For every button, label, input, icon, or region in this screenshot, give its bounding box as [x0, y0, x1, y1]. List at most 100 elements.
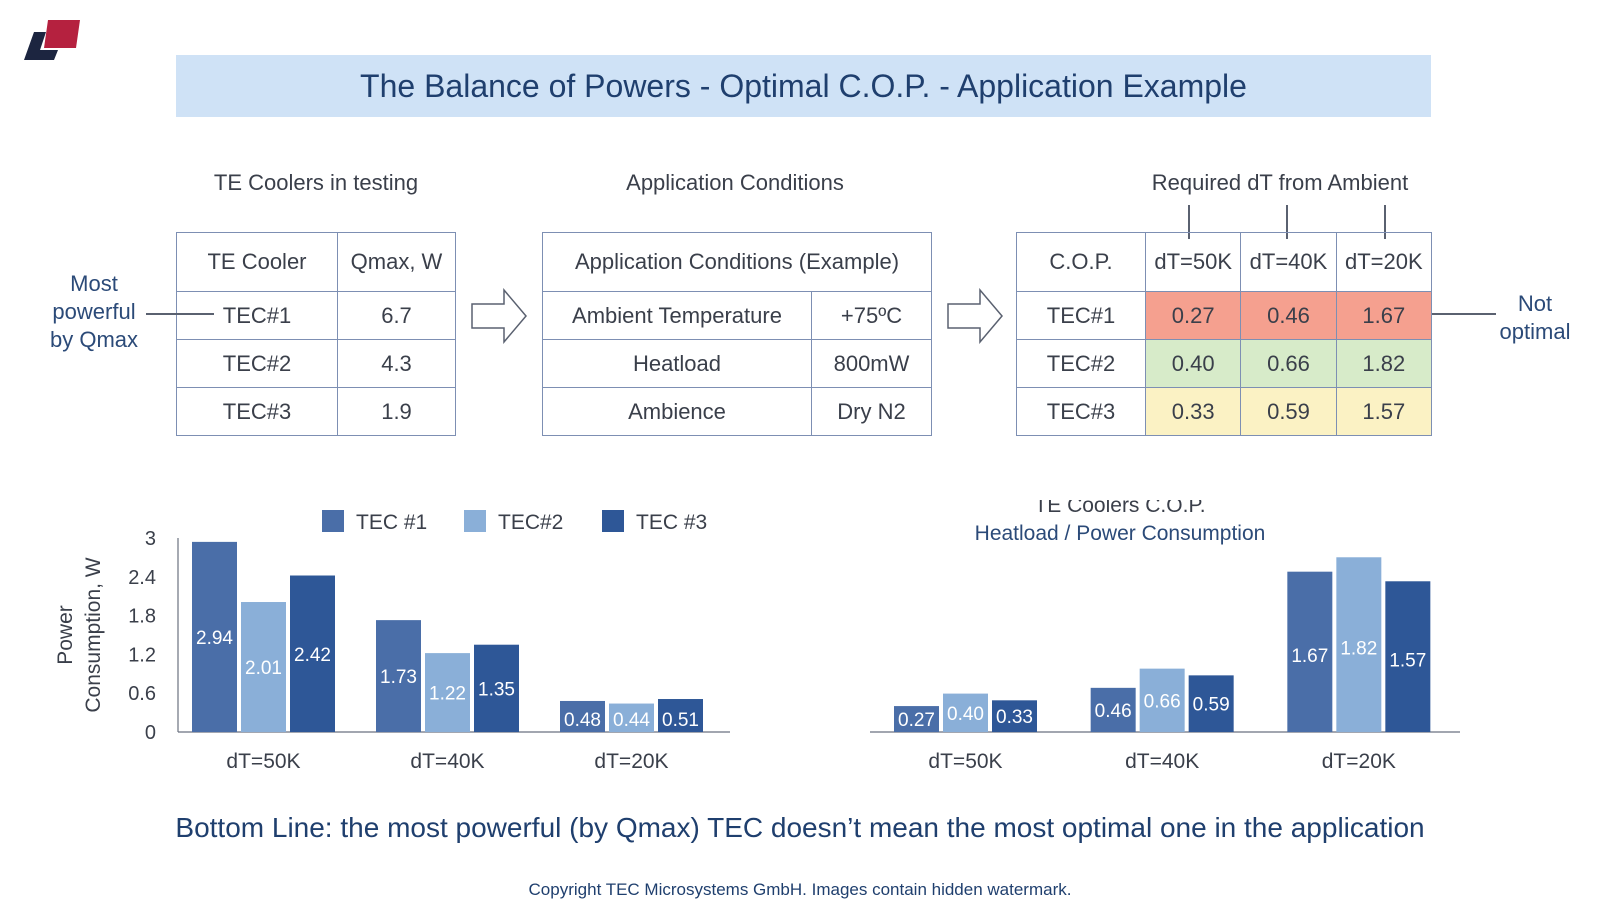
bar-value-label: 1.22	[429, 684, 466, 705]
bar	[1188, 675, 1234, 732]
bar-value-label: 2.01	[245, 658, 282, 679]
bar-value-label: 1.35	[478, 679, 515, 700]
most-powerful-note: Most powerful by Qmax	[49, 271, 139, 352]
copyright-text: Copyright TEC Microsystems GmbH. Images …	[528, 880, 1072, 899]
bar	[1287, 571, 1333, 732]
y-tick-label: 0	[145, 722, 156, 744]
page-title: The Balance of Powers - Optimal C.O.P. -…	[176, 55, 1431, 117]
bar	[894, 706, 939, 732]
coolers-header-qmax: Qmax, W	[337, 232, 456, 292]
bar	[658, 699, 703, 732]
power-consumption-chart: 0 0.6 1.2 1.8 2.4 3 Power Consumption, W 2.94 2.0…	[54, 510, 730, 773]
bar-value-label: 0.51	[662, 710, 699, 731]
bar-value-label: 0.48	[564, 710, 601, 731]
chart-title: TE Coolers C.O.P.	[1034, 500, 1205, 517]
bar	[376, 620, 421, 732]
bar-value-label: 0.33	[996, 707, 1033, 728]
legend-label: TEC #1	[356, 511, 427, 534]
bar	[992, 700, 1037, 732]
bottom-line-text: Bottom Line: the most powerful (by Qmax)…	[175, 812, 1425, 843]
conditions-cell: Dry N2	[811, 387, 932, 436]
cop-cell: 0.66	[1240, 339, 1337, 388]
bar-value-label: 1.57	[1389, 651, 1426, 672]
bar-value-label: 0.59	[1193, 695, 1230, 716]
conditions-cell: Ambient Temperature	[542, 291, 812, 340]
coolers-header-name: TE Cooler	[176, 232, 338, 292]
conditions-header: Application Conditions (Example)	[542, 232, 932, 292]
y-tick-label: 1.8	[128, 606, 156, 628]
y-axis-label: Power	[54, 605, 77, 665]
coolers-cell: TEC#2	[176, 339, 338, 388]
cop-section-label: Required dT from Ambient	[1151, 170, 1409, 195]
bar-value-label: 0.40	[947, 704, 984, 725]
legend-swatch	[322, 510, 344, 532]
bar	[241, 602, 286, 732]
legend-swatch	[602, 510, 624, 532]
conditions-cell: +75ºC	[811, 291, 932, 340]
x-tick-label: dT=40K	[1125, 750, 1199, 773]
cop-cell: 1.82	[1335, 339, 1433, 388]
bar-value-label: 2.42	[294, 645, 331, 666]
cop-row-label: TEC#1	[1016, 291, 1146, 340]
not-optimal-note: Not optimal	[1499, 291, 1571, 344]
legend-label: TEC #3	[636, 511, 707, 534]
bar-value-label: 2.94	[196, 628, 233, 649]
bar-value-label: 0.44	[613, 710, 650, 731]
y-axis-label: Consumption, W	[82, 557, 105, 712]
bar-value-label: 0.27	[898, 710, 935, 731]
coolers-table: TE Cooler Qmax, W TEC#1 6.7 TEC#2 4.3 TE…	[176, 232, 456, 436]
cop-header: dT=50K	[1144, 232, 1242, 292]
arrow-right-icon	[471, 288, 527, 344]
cop-cell: 0.27	[1144, 291, 1242, 340]
conditions-cell: Ambience	[542, 387, 812, 436]
cop-cell: 0.59	[1240, 387, 1337, 436]
bar	[192, 541, 237, 732]
chart-subtitle: Heatload / Power Consumption	[975, 522, 1266, 545]
company-logo	[24, 20, 80, 60]
cop-header: C.O.P.	[1016, 232, 1146, 292]
cop-cell: 0.46	[1240, 291, 1337, 340]
cop-cell: 0.40	[1144, 339, 1242, 388]
y-tick-label: 0.6	[128, 683, 156, 705]
cop-cell: 1.57	[1335, 387, 1433, 436]
cop-row-label: TEC#2	[1016, 339, 1146, 388]
bar-value-label: 0.46	[1095, 701, 1132, 722]
conditions-cell: Heatload	[542, 339, 812, 388]
cop-cell: 0.33	[1144, 387, 1242, 436]
bar-value-label: 1.82	[1340, 639, 1377, 660]
coolers-cell: 1.9	[337, 387, 456, 436]
bar	[943, 693, 988, 732]
bar	[474, 644, 519, 732]
cop-chart: TE Coolers C.O.P. Heatload / Power Consum…	[870, 500, 1460, 773]
x-tick-label: dT=40K	[410, 750, 484, 773]
x-tick-label: dT=50K	[928, 750, 1002, 773]
legend-swatch	[464, 510, 486, 532]
coolers-cell: 6.7	[337, 291, 456, 340]
x-tick-label: dT=50K	[226, 750, 300, 773]
cop-header: dT=20K	[1335, 232, 1433, 292]
conditions-section-label: Application Conditions	[626, 170, 844, 195]
cop-row-label: TEC#3	[1016, 387, 1146, 436]
y-tick-label: 1.2	[128, 644, 156, 666]
y-tick-label: 2.4	[128, 567, 156, 589]
cop-cell: 1.67	[1335, 291, 1433, 340]
bar-value-label: 0.66	[1144, 691, 1181, 712]
bar	[290, 575, 335, 732]
x-tick-label: dT=20K	[594, 750, 668, 773]
x-tick-label: dT=20K	[1322, 750, 1396, 773]
arrow-right-icon	[947, 288, 1003, 344]
conditions-cell: 800mW	[811, 339, 932, 388]
cop-table: C.O.P. dT=50K dT=40K dT=20K TEC#1 0.27 0…	[1016, 232, 1433, 436]
coolers-section-label: TE Coolers in testing	[213, 170, 419, 195]
coolers-cell: 4.3	[337, 339, 456, 388]
coolers-cell: TEC#3	[176, 387, 338, 436]
y-tick-label: 3	[145, 528, 156, 550]
coolers-cell: TEC#1	[176, 291, 338, 340]
legend-label: TEC#2	[498, 511, 563, 534]
bar-value-label: 1.67	[1291, 646, 1328, 667]
bar	[1090, 687, 1136, 732]
bar	[425, 653, 470, 732]
bar	[609, 703, 654, 732]
bar	[1139, 668, 1185, 732]
bar	[560, 700, 605, 732]
